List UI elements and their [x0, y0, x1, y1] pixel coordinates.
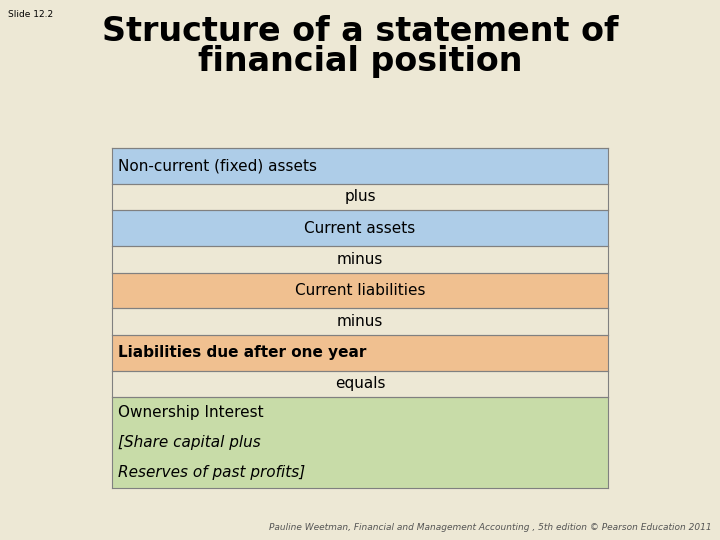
Bar: [112, 428, 608, 458]
Bar: [112, 148, 608, 184]
Bar: [112, 397, 608, 428]
Text: Non-current (fixed) assets: Non-current (fixed) assets: [117, 158, 317, 173]
Text: Pauline Weetman, Financial and Management Accounting , 5th edition © Pearson Edu: Pauline Weetman, Financial and Managemen…: [269, 523, 712, 532]
Text: Reserves of past profits]: Reserves of past profits]: [117, 465, 305, 481]
Bar: [112, 210, 608, 246]
Text: Current assets: Current assets: [305, 221, 415, 235]
Bar: [112, 184, 608, 210]
Text: Current liabilities: Current liabilities: [294, 283, 426, 298]
Text: Structure of a statement of: Structure of a statement of: [102, 15, 618, 48]
Text: plus: plus: [344, 190, 376, 205]
Bar: [112, 273, 608, 308]
Bar: [112, 370, 608, 397]
Bar: [112, 335, 608, 370]
Text: Slide 12.2: Slide 12.2: [8, 10, 53, 19]
Bar: [112, 458, 608, 488]
Text: minus: minus: [337, 314, 383, 329]
Bar: [112, 308, 608, 335]
Text: equals: equals: [335, 376, 385, 392]
Text: financial position: financial position: [198, 45, 522, 78]
Text: Ownership Interest: Ownership Interest: [117, 405, 264, 420]
Text: minus: minus: [337, 252, 383, 267]
Text: Liabilities due after one year: Liabilities due after one year: [117, 345, 366, 360]
Text: [Share capital plus: [Share capital plus: [117, 435, 261, 450]
Bar: [112, 246, 608, 273]
